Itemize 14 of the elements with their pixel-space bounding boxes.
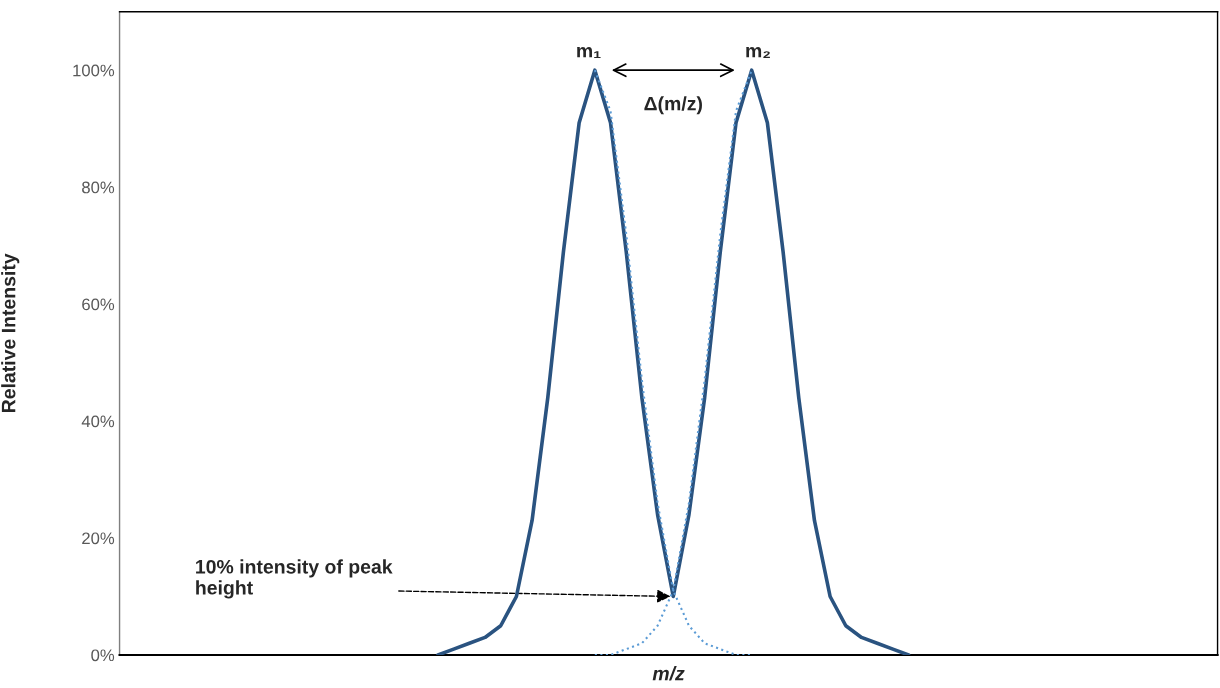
y-tick-label: 40% [81,415,115,428]
line-series [436,68,911,655]
annotation: 10% intensity of peak height [196,559,393,599]
annotation: m₁ [577,46,601,58]
y-tick-label: 60% [82,298,115,311]
annotation: m₂ [746,46,770,58]
y-axis-title: Relative Intensity [1,253,20,412]
annotation: Δ(m/z) [644,96,702,115]
y-tick-label: 20% [82,532,115,545]
x-axis-title: m/z [652,666,685,681]
line-series [593,69,753,655]
y-tick-label: 100% [73,64,115,77]
y-tick-label: 80% [82,181,115,194]
y-tick-label: 0% [91,649,115,662]
